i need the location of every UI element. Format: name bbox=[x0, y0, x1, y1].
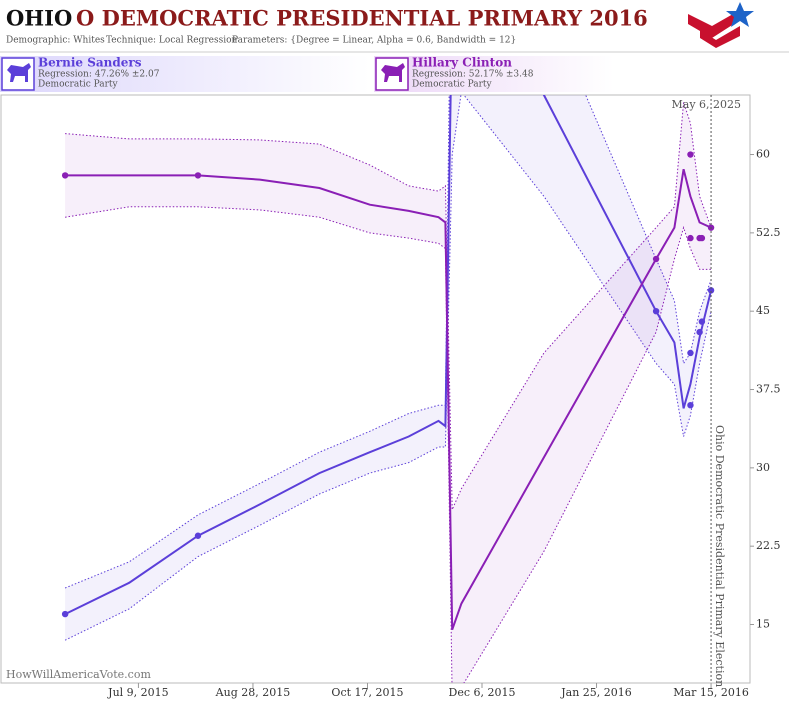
legend-box bbox=[0, 56, 370, 92]
legend-name: Hillary Clinton bbox=[412, 56, 512, 70]
election-label: Ohio Democratic Presidential Primary Ele… bbox=[713, 425, 726, 687]
chart-title: O DEMOCRATIC PRESIDENTIAL PRIMARY 2016 bbox=[76, 6, 648, 31]
watermark: HowWillAmericaVote.com bbox=[6, 668, 151, 681]
x-tick-label: Aug 28, 2015 bbox=[215, 686, 291, 699]
legend-party: Democratic Party bbox=[412, 80, 493, 90]
y-tick-label: 22.5 bbox=[756, 539, 781, 552]
date-label: May 6, 2025 bbox=[672, 98, 742, 111]
regression-line bbox=[64, 95, 713, 615]
poll-point bbox=[652, 255, 660, 263]
band-edge bbox=[64, 95, 712, 589]
poll-point bbox=[698, 318, 706, 325]
confidence-band bbox=[65, 95, 712, 641]
subtitle: Technique: Local Regression bbox=[106, 36, 237, 46]
y-tick-label: 60 bbox=[756, 148, 770, 161]
subtitle: Parameters: {Degree = Linear, Alpha = 0.… bbox=[232, 36, 516, 46]
legend-name: Bernie Sanders bbox=[38, 56, 142, 70]
title-state: OHIO bbox=[6, 6, 72, 31]
legend-regression: Regression: 52.17% ±3.48 bbox=[412, 70, 534, 80]
x-tick-label: Oct 17, 2015 bbox=[331, 686, 403, 699]
y-tick-label: 45 bbox=[756, 304, 770, 317]
legend-regression: Regression: 47.26% ±2.07 bbox=[38, 70, 160, 80]
x-tick-label: Dec 6, 2015 bbox=[449, 686, 516, 699]
x-tick-label: Mar 15, 2016 bbox=[673, 686, 749, 699]
confidence-band bbox=[65, 102, 712, 683]
y-tick-label: 30 bbox=[756, 461, 770, 474]
poll-point bbox=[687, 151, 694, 158]
poll-point bbox=[61, 610, 69, 618]
regression-line bbox=[65, 168, 712, 631]
poll-point bbox=[194, 172, 202, 179]
y-tick-label: 52.5 bbox=[756, 226, 781, 239]
donkey-icon bbox=[381, 63, 405, 82]
poll-point bbox=[652, 307, 660, 315]
plot-area bbox=[61, 95, 715, 683]
poll-point bbox=[707, 287, 715, 294]
poll-point bbox=[687, 401, 694, 409]
x-tick-label: Jan 25, 2016 bbox=[560, 686, 632, 699]
y-tick-label: 37.5 bbox=[756, 383, 781, 396]
axes: 15 22.5 30 37.5 45 52.5 60 Jul 9, 2015 Aug 28, 2… bbox=[6, 95, 781, 699]
poll-point bbox=[194, 532, 202, 539]
logo bbox=[688, 2, 754, 48]
poll-point bbox=[687, 349, 694, 357]
poll-point bbox=[687, 234, 694, 242]
band-edge bbox=[64, 95, 712, 641]
legend-box bbox=[374, 56, 614, 92]
poll-point bbox=[61, 172, 69, 179]
band-edge bbox=[65, 102, 712, 510]
donkey-icon bbox=[7, 63, 31, 82]
x-tick-label: Jul 9, 2015 bbox=[107, 686, 169, 699]
legend-party: Democratic Party bbox=[38, 80, 119, 90]
subtitle: Demographic: Whites bbox=[6, 36, 105, 46]
y-tick-label: 15 bbox=[756, 618, 770, 631]
poll-point bbox=[698, 234, 706, 242]
poll-point bbox=[696, 328, 703, 336]
plot-frame bbox=[0, 94, 751, 684]
